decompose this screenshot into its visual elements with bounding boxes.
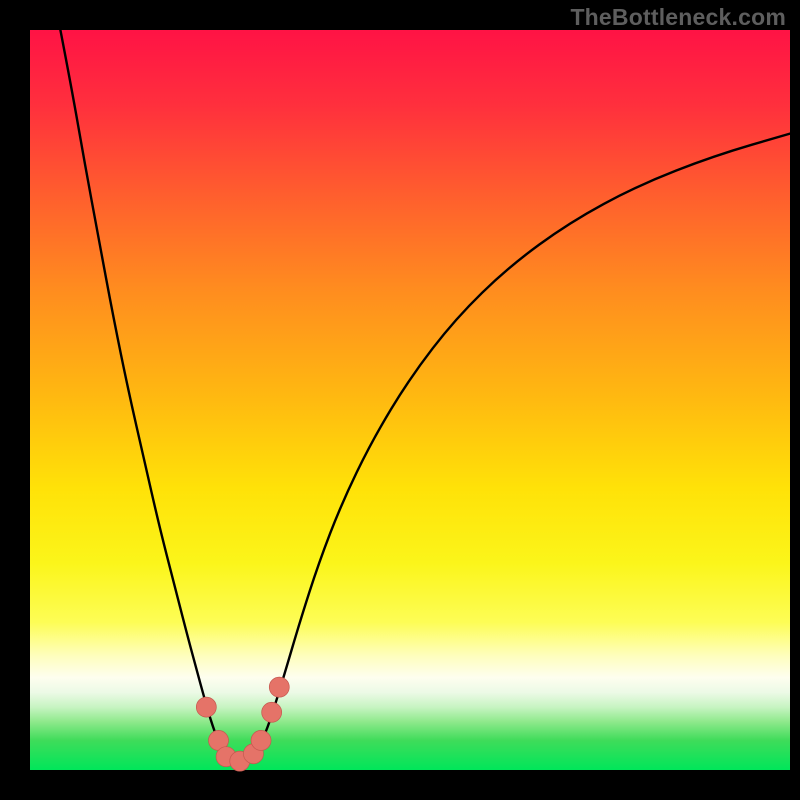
curve-marker xyxy=(269,677,289,697)
chart-stage: TheBottleneck.com xyxy=(0,0,800,800)
curve-marker xyxy=(196,697,216,717)
plot-background xyxy=(30,30,790,770)
curve-marker xyxy=(251,730,271,750)
watermark-text: TheBottleneck.com xyxy=(570,4,786,31)
bottleneck-chart xyxy=(0,0,800,800)
curve-marker xyxy=(262,702,282,722)
